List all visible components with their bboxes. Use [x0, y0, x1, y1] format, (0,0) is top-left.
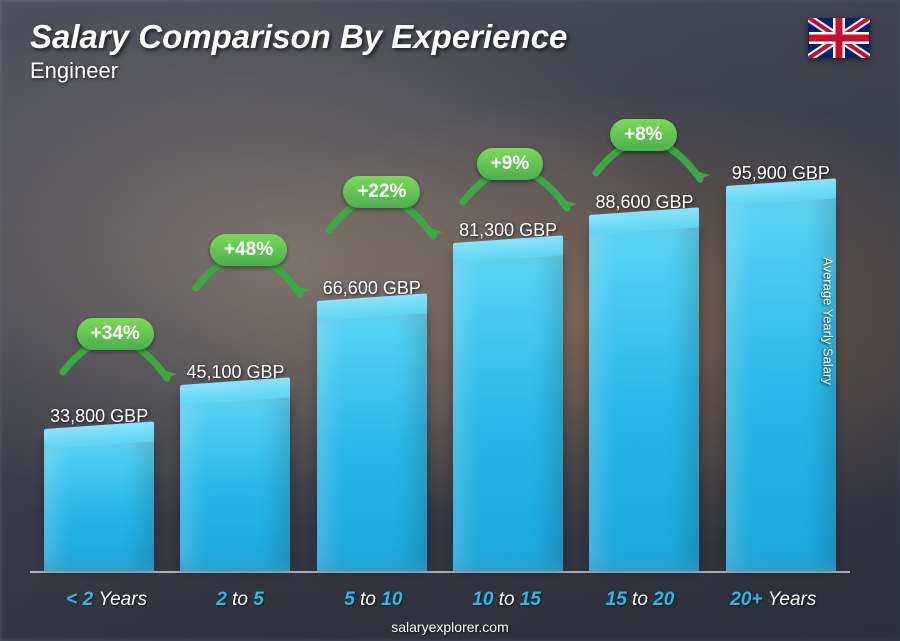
- chart-baseline: [30, 571, 850, 573]
- x-axis-label: 2 to 5: [173, 589, 306, 611]
- x-axis-label: 10 to 15: [440, 589, 573, 611]
- chart-area: 33,800 GBP45,100 GBP66,600 GBP81,300 GBP…: [40, 120, 840, 571]
- bar-group: 45,100 GBP: [176, 120, 294, 571]
- x-axis-label: 15 to 20: [573, 589, 706, 611]
- bar-group: 81,300 GBP: [449, 120, 567, 571]
- bar: [726, 196, 836, 571]
- x-axis-label: 5 to 10: [307, 589, 440, 611]
- title-block: Salary Comparison By Experience Engineer: [30, 18, 567, 84]
- bar: [317, 311, 427, 571]
- bar: [589, 225, 699, 571]
- chart-subtitle: Engineer: [30, 58, 567, 84]
- bars-container: 33,800 GBP45,100 GBP66,600 GBP81,300 GBP…: [40, 120, 840, 571]
- bar-group: 33,800 GBP: [40, 120, 158, 571]
- bar-group: 66,600 GBP: [313, 120, 431, 571]
- bar: [44, 439, 154, 571]
- chart-title: Salary Comparison By Experience: [30, 18, 567, 56]
- bar: [180, 395, 290, 571]
- bar-group: 88,600 GBP: [585, 120, 703, 571]
- header: Salary Comparison By Experience Engineer: [30, 18, 870, 84]
- x-axis-labels: < 2 Years2 to 55 to 1010 to 1515 to 2020…: [40, 589, 840, 611]
- y-axis-label: Average Yearly Salary: [821, 257, 836, 385]
- bar: [453, 253, 563, 571]
- footer-credit: salaryexplorer.com: [0, 619, 900, 635]
- x-axis-label: < 2 Years: [40, 589, 173, 611]
- uk-flag-icon: [808, 18, 870, 58]
- x-axis-label: 20+ Years: [707, 589, 840, 611]
